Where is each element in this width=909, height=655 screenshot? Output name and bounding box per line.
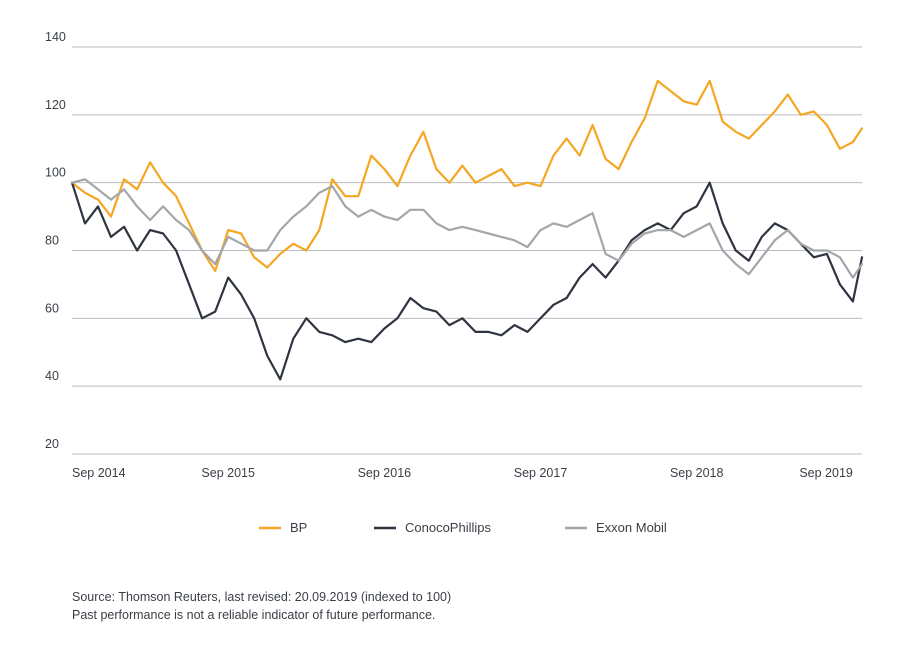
- y-tick-label: 140: [45, 30, 66, 44]
- x-axis-ticks: Sep 2014 Sep 2015 Sep 2016 Sep 2017 Sep 2018…: [72, 466, 853, 480]
- legend: BP ConocoPhillips Exxon Mobil: [259, 520, 667, 535]
- y-tick-label: 40: [45, 369, 59, 383]
- y-axis-ticks: 20 40 60 80 100 120 140: [45, 30, 66, 451]
- series-line-bp: [70, 79, 864, 272]
- y-tick-label: 20: [45, 437, 59, 451]
- x-tick-label: Sep 2016: [358, 466, 412, 480]
- gridlines: [72, 46, 862, 455]
- disclaimer-note: Past performance is not a reliable indic…: [72, 608, 436, 622]
- y-tick-label: 60: [45, 301, 59, 315]
- source-note: Source: Thomson Reuters, last revised: 2…: [72, 590, 452, 604]
- y-tick-label: 120: [45, 98, 66, 112]
- y-tick-label: 100: [45, 166, 66, 180]
- series-lines: [70, 79, 864, 381]
- legend-label: ConocoPhillips: [405, 520, 491, 535]
- legend-label: BP: [290, 520, 307, 535]
- legend-label: Exxon Mobil: [596, 520, 667, 535]
- x-tick-label: Sep 2018: [670, 466, 724, 480]
- x-tick-label: Sep 2015: [201, 466, 255, 480]
- x-tick-label: Sep 2019: [799, 466, 853, 480]
- series-line-exxon-mobil: [70, 178, 864, 279]
- y-tick-label: 80: [45, 234, 59, 248]
- series-line-conocophillips: [70, 181, 864, 381]
- x-tick-label: Sep 2014: [72, 466, 126, 480]
- x-tick-label: Sep 2017: [514, 466, 568, 480]
